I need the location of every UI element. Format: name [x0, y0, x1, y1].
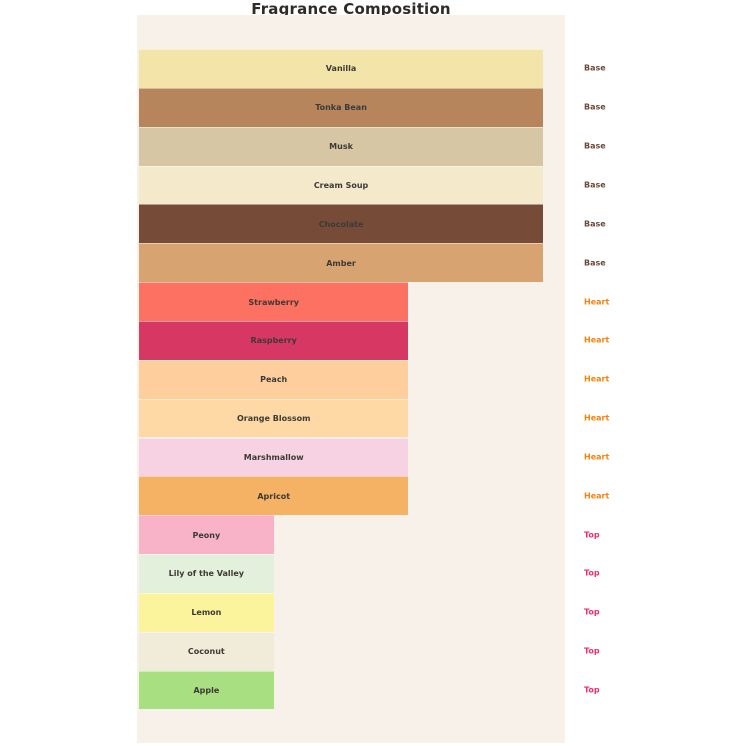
bar-tonka-bean: Tonka Bean [139, 87, 544, 127]
bar-label-musk: Musk [329, 142, 353, 152]
group-label-base-0: Base [584, 63, 606, 73]
bar-apricot: Apricot [139, 476, 409, 516]
plot-area: Vanilla Tonka Bean Musk Cream Soup Chocolate… [137, 15, 565, 743]
bar-label-apple: Apple [193, 686, 220, 696]
bar-label-peony: Peony [192, 530, 221, 540]
bar-label-lemon: Lemon [191, 608, 222, 618]
bar-label-amber: Amber [326, 258, 356, 268]
bar-raspberry: Raspberry [139, 320, 409, 360]
bar-peach: Peach [139, 359, 409, 399]
group-label-top-16: Top [584, 685, 600, 695]
bar-cream-soup: Cream Soup [139, 165, 544, 205]
bar-chocolate: Chocolate [139, 204, 544, 244]
bar-label-apricot: Apricot [257, 491, 291, 501]
bar-vanilla: Vanilla [139, 49, 544, 88]
bar-label-peach: Peach [260, 375, 288, 385]
bar-label-tonka-bean: Tonka Bean [315, 103, 367, 113]
group-label-top-14: Top [584, 607, 600, 617]
bar-apple: Apple [139, 670, 274, 710]
group-label-base-2: Base [584, 141, 606, 151]
bar-label-marshmallow: Marshmallow [243, 452, 304, 462]
bar-label-coconut: Coconut [187, 647, 225, 657]
bar-label-cream-soup: Cream Soup [313, 180, 369, 190]
bar-coconut: Coconut [139, 631, 274, 671]
group-label-top-15: Top [584, 646, 600, 656]
bar-marshmallow: Marshmallow [139, 437, 409, 477]
bar-lily-of-the-valley: Lily of the Valley [139, 554, 274, 593]
group-label-heart-8: Heart [584, 374, 610, 384]
group-label-top-13: Top [584, 568, 600, 578]
bar-peony: Peony [139, 515, 274, 555]
bar-lemon: Lemon [139, 592, 274, 632]
group-label-base-4: Base [584, 219, 606, 229]
bar-amber: Amber [139, 243, 544, 283]
bar-label-strawberry: Strawberry [248, 297, 299, 307]
bar-strawberry: Strawberry [139, 282, 409, 321]
group-label-heart-6: Heart [584, 297, 610, 307]
group-label-heart-7: Heart [584, 335, 610, 345]
bar-label-orange-blossom: Orange Blossom [236, 414, 311, 424]
bar-orange-blossom: Orange Blossom [139, 398, 409, 438]
group-label-top-12: Top [584, 530, 600, 540]
group-label-base-1: Base [584, 102, 606, 112]
bar-label-chocolate: Chocolate [318, 219, 364, 229]
group-label-heart-10: Heart [584, 452, 610, 462]
bar-musk: Musk [139, 126, 544, 166]
group-label-heart-11: Heart [584, 491, 610, 501]
bar-label-raspberry: Raspberry [250, 336, 297, 346]
group-label-base-5: Base [584, 258, 606, 268]
bar-label-vanilla: Vanilla [325, 64, 357, 74]
bar-label-lily-of-the-valley: Lily of the Valley [168, 569, 245, 579]
chart-title: Fragrance Composition [251, 0, 451, 18]
group-label-heart-9: Heart [584, 413, 610, 423]
group-label-base-3: Base [584, 180, 606, 190]
